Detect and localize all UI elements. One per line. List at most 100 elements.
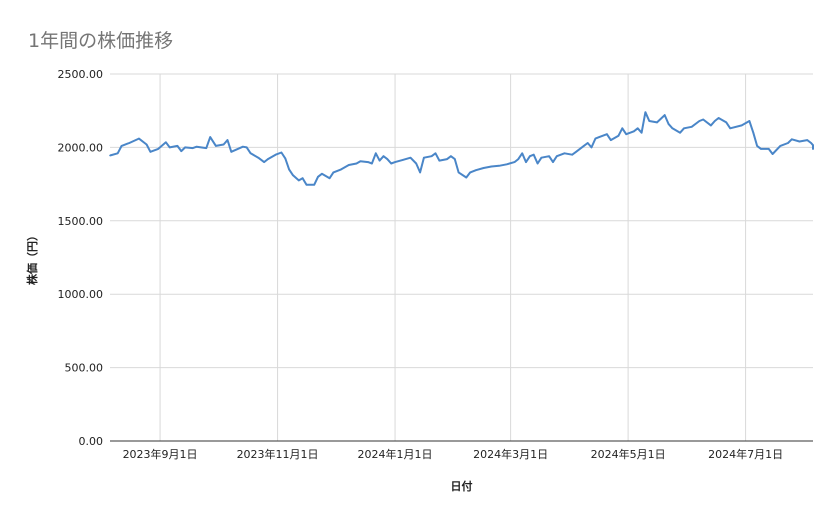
y-tick-label: 2500.00	[58, 68, 104, 81]
data-point	[348, 164, 350, 166]
data-point	[434, 152, 437, 155]
y-tick-label: 2000.00	[58, 141, 104, 154]
data-point	[598, 136, 600, 138]
data-point	[402, 159, 404, 161]
data-point	[791, 138, 793, 141]
data-point	[371, 162, 373, 165]
data-point	[536, 162, 539, 165]
data-point	[375, 152, 377, 155]
data-point	[355, 162, 358, 165]
data-point	[610, 139, 612, 141]
data-point	[586, 142, 589, 144]
data-point	[280, 151, 283, 154]
data-point	[409, 156, 412, 159]
data-point	[267, 158, 269, 160]
data-point	[760, 148, 762, 150]
data-point	[752, 131, 755, 134]
data-point	[748, 120, 751, 122]
data-point	[667, 123, 670, 125]
data-point	[690, 126, 693, 128]
data-point	[636, 127, 639, 130]
data-point	[475, 169, 477, 171]
data-point	[698, 120, 701, 122]
data-point	[180, 150, 183, 152]
data-point	[446, 158, 448, 160]
data-point	[729, 127, 731, 130]
data-point	[317, 176, 319, 178]
data-point	[810, 142, 812, 144]
x-axis-title: 日付	[451, 479, 473, 493]
data-point	[305, 184, 308, 186]
x-tick-label: 2024年5月1日	[591, 447, 666, 461]
data-point	[575, 151, 577, 153]
data-point	[386, 158, 389, 160]
data-point	[702, 118, 704, 121]
data-point	[222, 143, 225, 146]
data-point	[313, 184, 316, 186]
data-point	[450, 155, 452, 157]
data-point	[332, 171, 335, 174]
y-tick-label: 0.00	[79, 435, 104, 448]
x-tick-label: 2024年7月1日	[708, 447, 783, 461]
data-point	[556, 155, 558, 157]
data-point	[415, 162, 418, 165]
data-point	[594, 137, 597, 140]
data-point	[138, 137, 140, 140]
data-point	[563, 152, 566, 155]
data-point	[292, 174, 294, 177]
data-point	[184, 146, 186, 149]
data-point	[714, 120, 716, 122]
data-point	[145, 143, 148, 146]
data-point	[298, 179, 300, 182]
data-point	[438, 159, 441, 162]
data-point	[454, 158, 456, 160]
data-point	[328, 177, 331, 179]
data-point	[525, 161, 527, 163]
data-point	[767, 148, 770, 150]
data-point	[284, 157, 287, 160]
data-point	[617, 134, 620, 137]
data-point	[633, 130, 635, 133]
data-point	[571, 153, 573, 156]
data-point	[798, 140, 801, 143]
x-tick-label: 2024年1月1日	[358, 447, 433, 461]
data-point	[679, 131, 681, 134]
data-point	[226, 139, 229, 141]
y-tick-label: 500.00	[65, 362, 104, 375]
data-point	[120, 145, 123, 147]
data-point	[205, 147, 208, 149]
data-point	[176, 145, 179, 147]
data-point	[529, 155, 531, 157]
data-point	[457, 171, 460, 174]
data-point	[771, 153, 774, 155]
data-point	[340, 168, 342, 171]
y-tick-label: 1500.00	[58, 215, 104, 228]
data-point	[192, 147, 194, 149]
data-point	[590, 146, 593, 149]
data-point	[195, 145, 198, 148]
data-point	[640, 131, 643, 134]
data-point	[165, 141, 167, 144]
data-point	[513, 161, 516, 163]
data-point	[230, 151, 233, 153]
data-point	[506, 163, 508, 166]
data-point	[469, 171, 472, 174]
data-point	[257, 156, 260, 159]
data-point	[149, 151, 152, 153]
y-tick-label: 1000.00	[58, 288, 104, 301]
data-point	[787, 142, 789, 144]
data-point	[779, 145, 782, 147]
chart-title: 1年間の株価推移	[28, 30, 174, 52]
data-point	[648, 120, 651, 122]
data-point	[812, 145, 814, 147]
data-point	[367, 161, 369, 163]
data-point	[301, 177, 304, 179]
data-point	[288, 168, 290, 171]
data-point	[423, 156, 425, 159]
data-point	[245, 146, 248, 149]
data-point	[359, 160, 362, 163]
data-point	[215, 145, 217, 147]
data-point	[490, 165, 493, 168]
data-point	[725, 121, 728, 124]
